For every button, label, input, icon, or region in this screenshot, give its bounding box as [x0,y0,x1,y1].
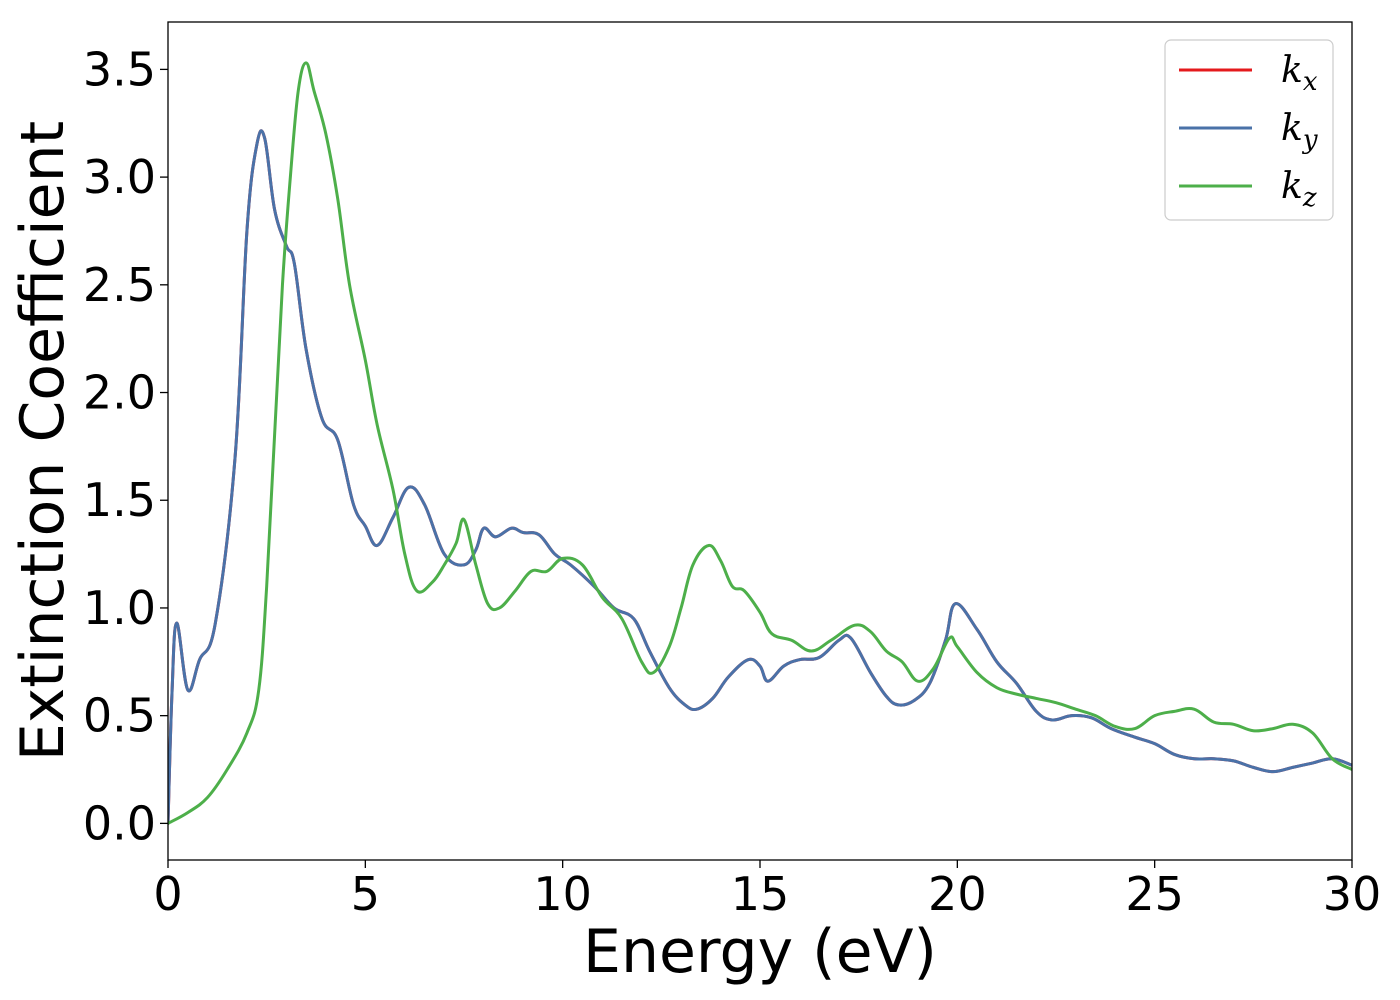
y-tick-label: 1.5 [83,473,156,527]
x-tick-label: 5 [351,867,380,921]
y-tick-label: 2.5 [83,258,156,312]
legend-label-kx: kx [1281,50,1318,97]
x-tick-label: 10 [533,867,592,921]
x-tick-label: 20 [928,867,987,921]
y-tick-label: 3.0 [83,150,156,204]
legend: kx ky kz [1164,39,1334,221]
y-tick-label: 3.5 [83,42,156,96]
y-tick-label: 2.0 [83,366,156,420]
x-tick-label: 0 [153,867,182,921]
legend-label-ky: ky [1281,108,1318,155]
series-line-kz [168,61,1352,825]
y-tick-label: 0.0 [83,796,156,850]
legend-label-kz: kz [1281,166,1317,213]
x-tick-label: 30 [1323,867,1382,921]
series-layer [168,61,1352,825]
y-tick-label: 1.0 [83,581,156,635]
x-axis-ticks: 0 5 10 15 20 25 30 [153,860,1381,921]
x-tick-label: 25 [1125,867,1184,921]
x-tick-label: 15 [731,867,790,921]
y-axis-ticks: 0.0 0.5 1.0 1.5 2.0 2.5 3.0 3.5 [83,42,168,850]
legend-box [1164,39,1334,221]
x-axis-label: Energy (eV) [583,917,937,987]
y-axis-label: Extinction Coefficient [8,121,78,761]
y-tick-label: 0.5 [83,689,156,743]
